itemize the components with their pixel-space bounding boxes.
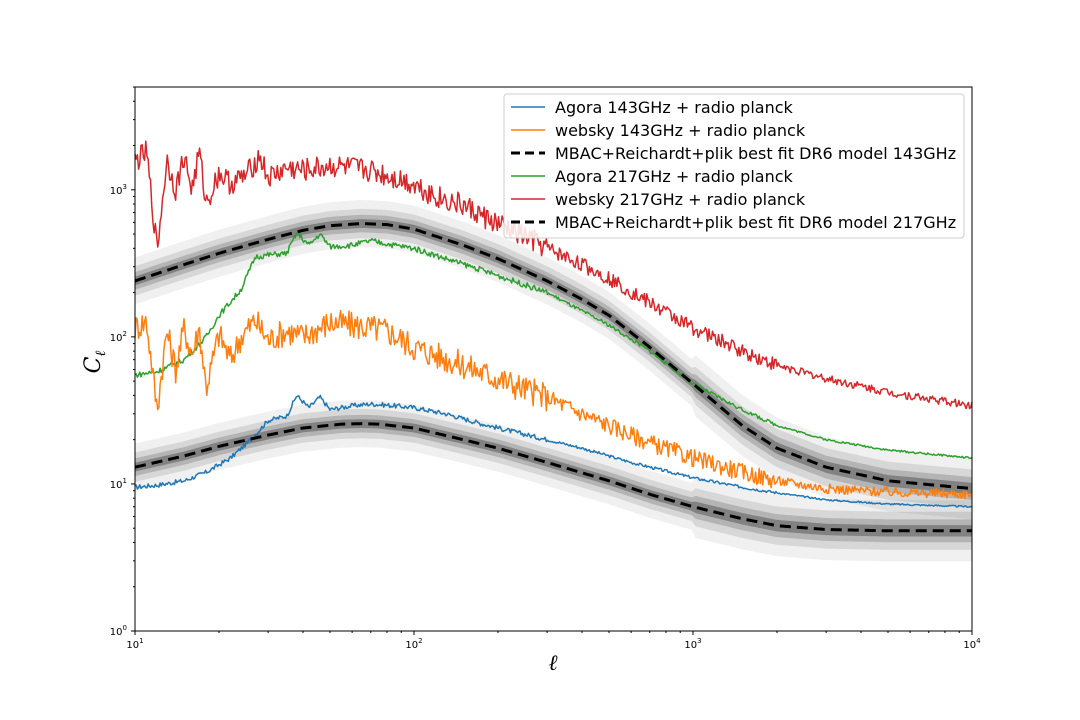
legend: Agora 143GHz + radio planck websky 143GHz… (503, 93, 965, 239)
plot-area-border (134, 86, 973, 632)
legend-entry-4: websky 217GHz + radio planck (555, 190, 806, 209)
legend-entry-1: websky 143GHz + radio planck (555, 121, 806, 140)
legend-entry-0: Agora 143GHz + radio planck (555, 98, 794, 117)
axes-frame (134, 86, 973, 632)
model-band-layer (135, 214, 972, 501)
series-line-4 (134, 140, 973, 410)
x-tick-label: 103 (684, 637, 701, 651)
series-line-5 (134, 222, 973, 491)
y-tick-label: 101 (110, 477, 127, 491)
model-band-layer (135, 400, 972, 562)
y-axis-ticks: 100 101 102 103 (110, 86, 135, 638)
x-tick-label: 101 (126, 637, 143, 651)
series-line-0 (134, 394, 973, 509)
x-axis-ticks: 101 102 103 104 (126, 631, 981, 651)
y-axis-title-sub: ℓ (93, 351, 109, 357)
series-line-1 (134, 309, 973, 500)
legend-entry-5: MBAC+Reichardt+plik best fit DR6 model 2… (555, 213, 956, 232)
x-axis-title: ℓ (548, 651, 558, 676)
y-axis-title: Cℓ (81, 351, 109, 374)
series-layer (134, 140, 973, 533)
y-tick-label: 103 (110, 183, 127, 197)
y-tick-label: 102 (110, 330, 127, 344)
model-band-layer (135, 408, 972, 550)
model-band-layer (135, 208, 972, 508)
legend-box (503, 93, 965, 239)
y-axis-title-main: C (81, 356, 106, 373)
y-tick-label: 100 (110, 624, 127, 638)
legend-entry-2: MBAC+Reichardt+plik best fit DR6 model 1… (555, 144, 956, 163)
x-tick-label: 104 (963, 637, 981, 651)
series-line-3 (134, 232, 973, 460)
series-line-2 (134, 422, 973, 533)
x-tick-label: 102 (405, 637, 422, 651)
legend-entry-3: Agora 217GHz + radio planck (555, 167, 794, 186)
